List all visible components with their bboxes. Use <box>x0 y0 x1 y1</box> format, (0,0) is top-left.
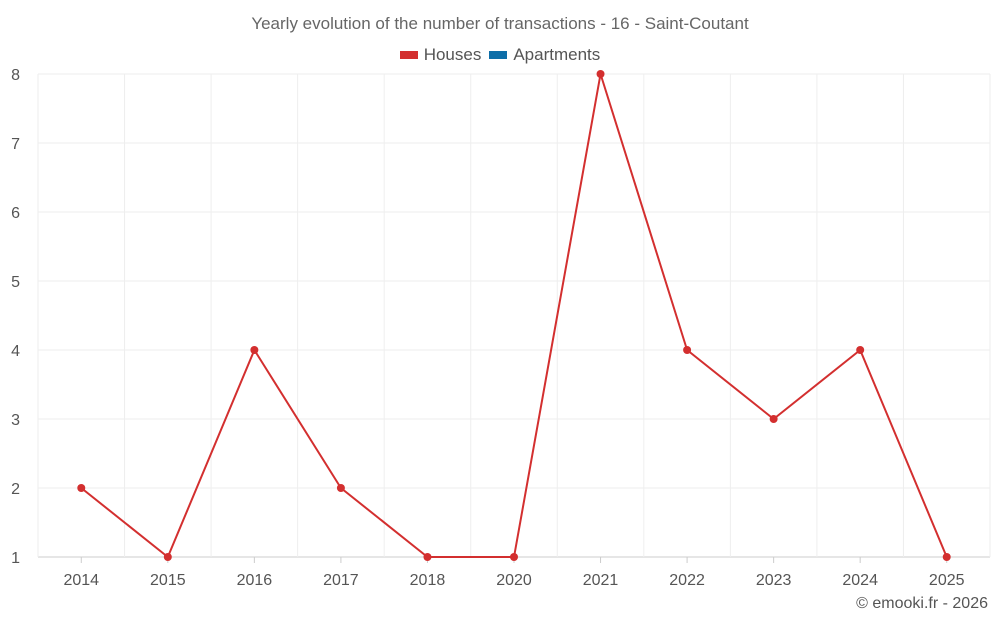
x-tick-label: 2018 <box>410 572 446 589</box>
x-tick-label: 2016 <box>237 572 273 589</box>
legend: Houses Apartments <box>0 45 1000 65</box>
data-point-houses <box>942 553 951 561</box>
legend-label-apartments: Apartments <box>513 45 601 64</box>
data-point-houses <box>683 346 692 354</box>
data-point-houses <box>336 484 345 492</box>
legend-swatch-houses <box>399 51 418 59</box>
y-tick-label: 1 <box>11 550 20 567</box>
x-tick-label: 2020 <box>496 572 532 589</box>
x-tick-label: 2017 <box>323 572 359 589</box>
legend-label-houses: Houses <box>423 45 482 64</box>
data-point-houses <box>510 553 518 561</box>
legend-swatch-apartments <box>489 51 508 59</box>
x-tick-label: 2023 <box>756 572 792 589</box>
x-tick-label: 2024 <box>842 572 878 589</box>
data-point-houses <box>77 484 86 492</box>
y-tick-label: 5 <box>11 274 20 291</box>
x-tick-label: 2025 <box>929 572 965 589</box>
data-point-houses <box>423 553 432 561</box>
x-tick-label: 2022 <box>669 572 705 589</box>
data-point-houses <box>769 415 778 423</box>
y-tick-label: 6 <box>11 205 20 222</box>
x-tick-label: 2015 <box>150 572 186 589</box>
legend-item-houses[interactable]: Houses <box>399 45 482 65</box>
legend-item-apartments[interactable]: Apartments <box>489 45 600 65</box>
y-tick-label: 2 <box>11 481 20 498</box>
copyright-notice: © emooki.fr - 2026 <box>856 595 988 612</box>
y-tick-label: 8 <box>11 67 20 84</box>
data-point-houses <box>596 70 605 78</box>
data-point-houses <box>250 346 259 354</box>
chart-title: Yearly evolution of the number of transa… <box>251 14 749 33</box>
y-tick-label: 4 <box>11 343 20 360</box>
y-tick-label: 3 <box>11 412 20 429</box>
y-tick-label: 7 <box>11 136 20 153</box>
x-tick-label: 2014 <box>63 572 99 589</box>
x-tick-label: 2021 <box>583 572 619 589</box>
data-point-houses <box>163 553 172 561</box>
data-point-houses <box>856 346 865 354</box>
